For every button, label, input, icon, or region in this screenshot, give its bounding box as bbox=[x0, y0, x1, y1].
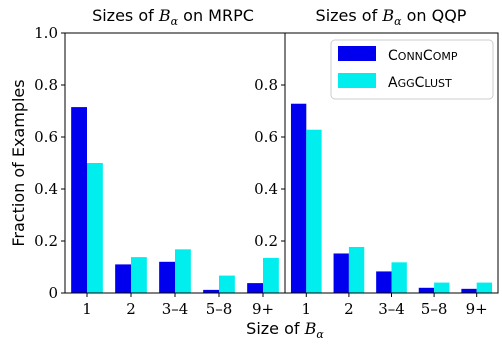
bar-qqp-conncomp-1 bbox=[333, 253, 349, 293]
y-tick-label-mrpc-1: 0.2 bbox=[34, 232, 58, 250]
y-tick-label-qqp-0: 0.2 bbox=[254, 232, 278, 250]
bar-mrpc-conncomp-2 bbox=[159, 261, 175, 293]
x-axis-label: Size of Bα bbox=[246, 319, 324, 341]
bars-mrpc bbox=[71, 107, 279, 293]
bar-qqp-aggclust-2 bbox=[391, 262, 407, 293]
y-tick-label-qqp-3: 0.8 bbox=[254, 76, 278, 94]
y-tick-label-mrpc-5: 1.0 bbox=[34, 24, 58, 42]
panel-title-qqp: Sizes of Bα on QQP bbox=[316, 6, 467, 28]
x-tick-label-mrpc-0: 1 bbox=[82, 300, 92, 318]
bar-mrpc-conncomp-1 bbox=[115, 264, 131, 293]
bar-qqp-aggclust-3 bbox=[434, 282, 450, 293]
x-axis-ticks-mrpc: 1 2 3–4 5–8 9+ bbox=[82, 293, 274, 318]
y-tick-label-mrpc-3: 0.6 bbox=[34, 128, 58, 146]
x-tick-label-qqp-4: 9+ bbox=[466, 300, 488, 318]
bar-mrpc-aggclust-4 bbox=[263, 257, 279, 293]
bar-mrpc-aggclust-3 bbox=[219, 275, 235, 293]
x-tick-label-qqp-0: 1 bbox=[302, 300, 312, 318]
bar-mrpc-aggclust-2 bbox=[175, 249, 191, 293]
bar-qqp-aggclust-1 bbox=[348, 246, 365, 293]
bar-qqp-conncomp-2 bbox=[376, 271, 392, 293]
bar-mrpc-conncomp-4 bbox=[247, 283, 263, 293]
panel-qqp: Sizes of Bα on QQP 0.2 0.4 0.6 0.8 1 2 3–4 5–8… bbox=[254, 6, 499, 318]
y-axis-ticks-mrpc: 0 0.2 0.4 0.6 0.8 1.0 bbox=[34, 24, 65, 302]
legend-swatch-conncomp bbox=[338, 46, 376, 61]
bar-qqp-aggclust-4 bbox=[476, 282, 493, 293]
y-tick-label-mrpc-0: 0 bbox=[48, 284, 58, 302]
bar-mrpc-aggclust-0 bbox=[87, 163, 103, 293]
bar-qqp-conncomp-3 bbox=[418, 287, 435, 293]
y-tick-label-mrpc-2: 0.4 bbox=[34, 180, 58, 198]
x-tick-label-qqp-1: 2 bbox=[344, 300, 354, 318]
bar-mrpc-conncomp-0 bbox=[71, 107, 87, 293]
bars-qqp bbox=[290, 103, 493, 293]
x-tick-label-qqp-2: 3–4 bbox=[378, 300, 405, 318]
bar-qqp-conncomp-0 bbox=[290, 103, 307, 293]
legend-label-conncomp: CONNCOMP bbox=[388, 48, 458, 64]
bar-mrpc-conncomp-3 bbox=[203, 289, 219, 293]
panel-mrpc: Sizes of Bα on MRPC 0 0.2 0.4 0.6 0.8 1.0 1 2 3… bbox=[34, 6, 286, 318]
y-axis-ticks-qqp: 0.2 0.4 0.6 0.8 bbox=[254, 76, 285, 250]
x-tick-label-qqp-3: 5–8 bbox=[421, 300, 448, 318]
legend-swatch-aggclust bbox=[338, 73, 376, 88]
x-tick-label-mrpc-1: 2 bbox=[126, 300, 136, 318]
x-tick-label-mrpc-2: 3–4 bbox=[162, 300, 189, 318]
bar-qqp-aggclust-0 bbox=[306, 129, 322, 293]
x-tick-label-mrpc-4: 9+ bbox=[252, 300, 274, 318]
plot-frame-qqp bbox=[284, 32, 499, 294]
legend: CONNCOMP AGGCLUST bbox=[330, 39, 494, 100]
legend-label-aggclust: AGGCLUST bbox=[388, 75, 452, 91]
y-tick-label-mrpc-4: 0.8 bbox=[34, 76, 58, 94]
panel-title-mrpc: Sizes of Bα on MRPC bbox=[92, 6, 254, 28]
bar-mrpc-aggclust-1 bbox=[131, 257, 147, 293]
y-axis-label: Fraction of Examples bbox=[9, 79, 28, 246]
y-tick-label-qqp-1: 0.4 bbox=[254, 180, 278, 198]
x-tick-label-mrpc-3: 5–8 bbox=[206, 300, 233, 318]
y-tick-label-qqp-2: 0.6 bbox=[254, 128, 278, 146]
x-axis-ticks-qqp: 1 2 3–4 5–8 9+ bbox=[302, 293, 488, 318]
bar-qqp-conncomp-4 bbox=[461, 288, 477, 293]
